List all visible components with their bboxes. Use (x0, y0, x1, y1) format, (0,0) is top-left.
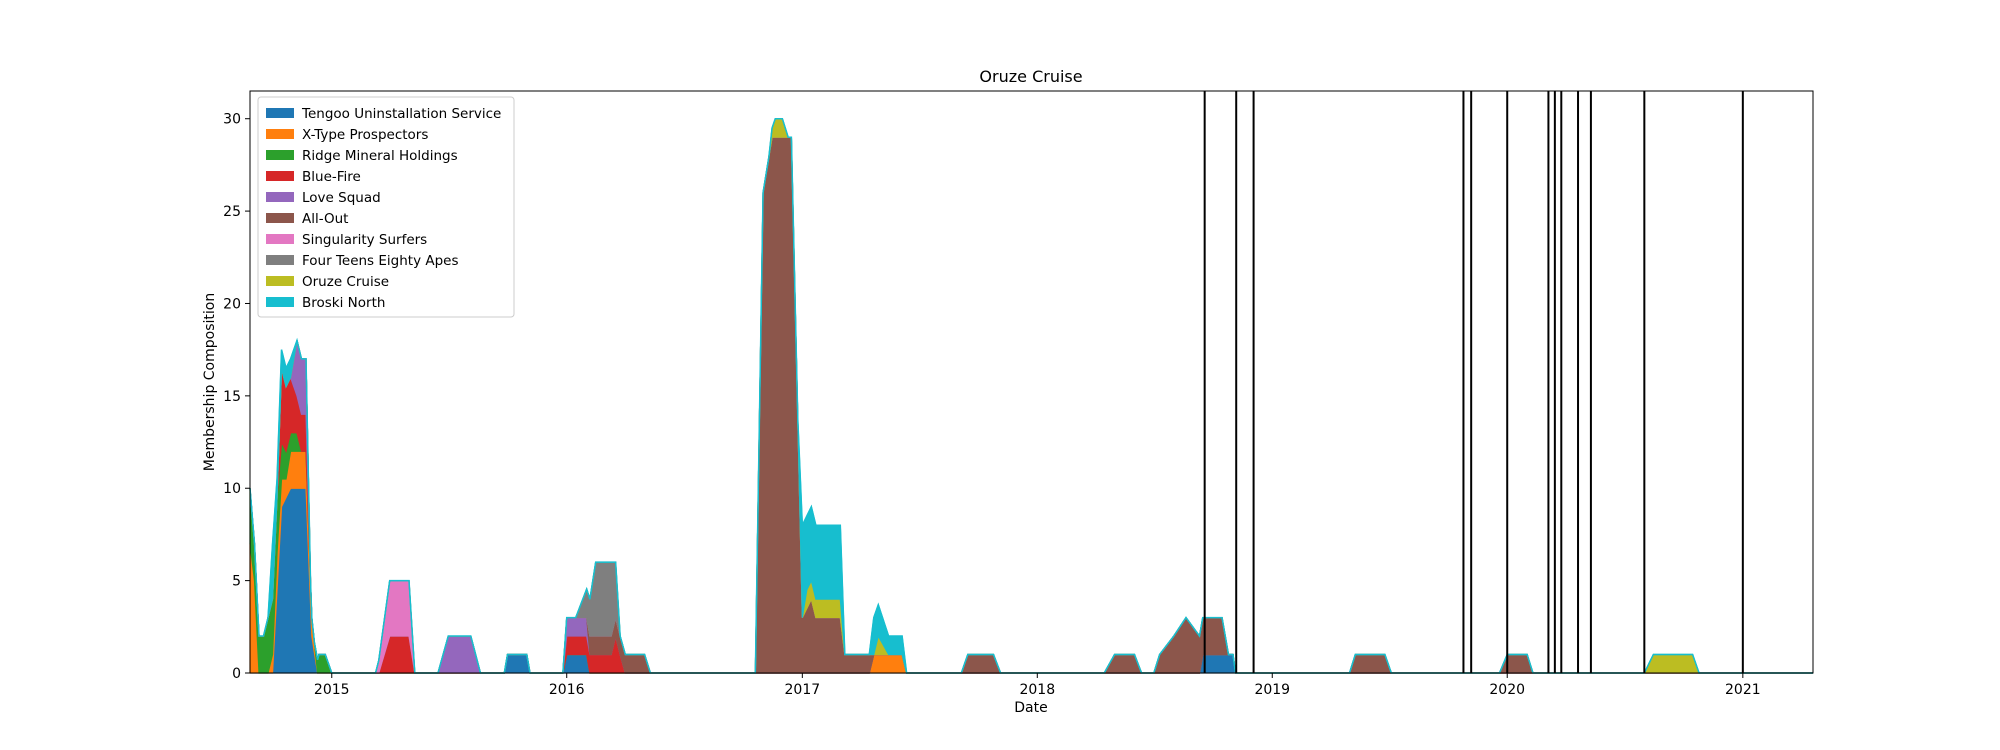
vertical-lines (1203, 91, 1744, 673)
legend-label: Blue-Fire (302, 169, 361, 185)
legend: Tengoo Uninstallation Service X-Type Pros… (257, 96, 515, 318)
legend-swatch (266, 171, 294, 181)
y-axis: 0 5 10 15 20 25 30 (223, 112, 250, 682)
x-tick-label: 2017 (785, 682, 821, 698)
legend-swatch (266, 255, 294, 265)
x-tick-label: 2018 (1019, 682, 1055, 698)
legend-swatch (266, 234, 294, 244)
y-tick-label: 5 (232, 574, 241, 590)
legend-swatch (266, 213, 294, 223)
legend-swatch (266, 192, 294, 202)
legend-label: Four Teens Eighty Apes (302, 253, 459, 269)
x-tick-label: 2021 (1725, 682, 1761, 698)
legend-swatch (266, 276, 294, 286)
x-tick-label: 2019 (1254, 682, 1290, 698)
legend-label: Love Squad (302, 190, 381, 206)
y-tick-label: 20 (223, 296, 241, 312)
y-tick-label: 15 (223, 389, 241, 405)
legend-swatch (266, 297, 294, 307)
legend-label: Oruze Cruise (302, 274, 389, 290)
legend-label: All-Out (302, 211, 348, 227)
legend-box (257, 96, 515, 318)
legend-swatch (266, 129, 294, 139)
legend-label: Broski North (302, 295, 385, 311)
y-tick-label: 30 (223, 112, 241, 128)
legend-label: Singularity Surfers (302, 232, 427, 248)
y-tick-label: 10 (223, 481, 241, 497)
y-tick-label: 0 (232, 666, 241, 682)
legend-label: Tengoo Uninstallation Service (301, 106, 501, 122)
y-tick-label: 25 (223, 204, 241, 220)
x-axis: 2015 2016 2017 2018 2019 2020 2021 (314, 673, 1761, 698)
legend-swatch (266, 108, 294, 118)
y-axis-label: Membership Composition (202, 293, 218, 471)
x-tick-label: 2020 (1489, 682, 1525, 698)
plot-frame (249, 90, 1814, 674)
x-tick-label: 2016 (549, 682, 585, 698)
chart-title: Oruze Cruise (979, 67, 1082, 86)
x-axis-label: Date (1014, 700, 1047, 716)
legend-swatch (266, 150, 294, 160)
x-tick-label: 2015 (314, 682, 350, 698)
legend-label: Ridge Mineral Holdings (302, 148, 458, 164)
legend-label: X-Type Prospectors (302, 127, 428, 143)
